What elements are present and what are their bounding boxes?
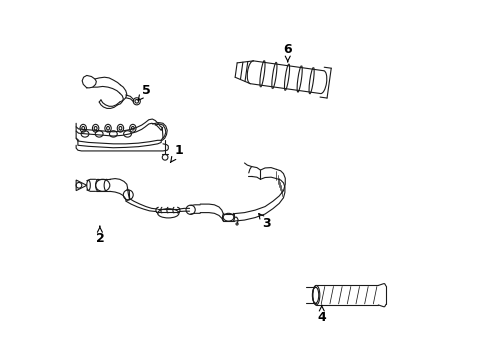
Text: 5: 5 — [138, 84, 150, 100]
Text: 6: 6 — [283, 43, 291, 62]
Text: 3: 3 — [258, 213, 270, 230]
Text: 2: 2 — [95, 226, 104, 245]
Text: 1: 1 — [170, 144, 183, 162]
Text: 4: 4 — [317, 305, 325, 324]
